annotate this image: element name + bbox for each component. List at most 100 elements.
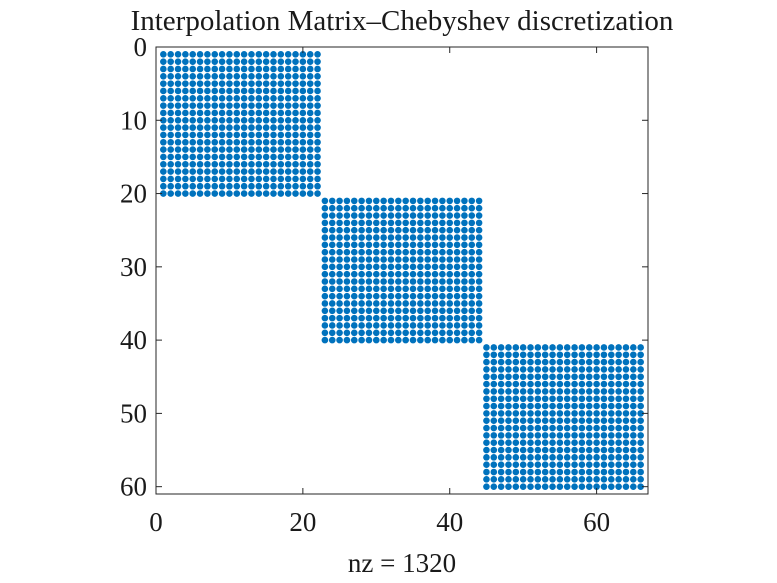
nonzero-marker-b2-r24-c34 [402,219,409,227]
nonzero-marker-b2-r38-c41 [453,322,461,329]
nonzero-marker-b3-r53-c66 [637,432,644,439]
nonzero-marker-b2-r31-c37 [424,270,432,278]
nonzero-marker-b3-r54-c53 [541,439,549,447]
nonzero-marker-b1-r17-c5 [189,168,197,175]
nonzero-marker-b2-r25-c32 [387,226,395,234]
nonzero-marker-b1-r11-c18 [284,124,292,131]
nonzero-marker-b2-r28-c30 [373,248,380,256]
nonzero-marker-b1-r18-c20 [299,175,307,183]
nonzero-marker-b1-r20-c11 [233,190,241,197]
nonzero-marker-b1-r19-c11 [233,182,241,190]
nonzero-marker-b2-r31-c27 [350,270,358,278]
nonzero-marker-b1-r10-c6 [196,116,204,124]
nonzero-marker-b3-r47-c56 [563,388,571,395]
nonzero-marker-b2-r36-c24 [328,307,336,315]
nonzero-marker-b2-r26-c40 [446,234,454,241]
nonzero-marker-b3-r43-c58 [578,358,586,366]
nonzero-marker-b2-r24-c39 [439,219,446,227]
nonzero-marker-b2-r22-c41 [453,204,461,212]
x-tick-label-40: 40 [436,507,463,537]
nonzero-marker-b2-r25-c41 [453,226,461,234]
nonzero-marker-b2-r30-c31 [380,263,387,271]
nonzero-marker-b1-r1-c3 [174,51,182,58]
nonzero-marker-b1-r2-c20 [299,58,307,65]
nonzero-marker-b1-r3-c11 [233,65,241,73]
nonzero-marker-b1-r16-c6 [196,160,204,168]
nonzero-marker-b3-r48-c61 [600,395,608,403]
nonzero-marker-b1-r2-c17 [277,58,285,65]
nonzero-marker-b1-r18-c19 [292,175,299,183]
nonzero-marker-b3-r58-c65 [630,468,637,476]
nonzero-marker-b2-r34-c43 [468,292,476,300]
nonzero-marker-b1-r1-c9 [218,51,226,58]
nonzero-marker-b2-r22-c37 [424,204,432,212]
nonzero-marker-b2-r27-c36 [417,241,424,249]
nonzero-marker-b1-r5-c4 [182,80,189,87]
nonzero-marker-b1-r20-c9 [218,190,226,197]
nonzero-marker-b3-r46-c45 [483,380,490,388]
nonzero-marker-b2-r35-c23 [321,300,329,307]
nonzero-marker-b1-r8-c4 [182,102,189,109]
nonzero-marker-b2-r37-c24 [328,314,336,322]
nonzero-marker-b3-r46-c49 [512,380,520,388]
x-tick-label-0: 0 [149,507,163,537]
nonzero-marker-b2-r35-c32 [387,300,395,307]
nonzero-marker-b3-r59-c60 [593,476,600,483]
nonzero-marker-b1-r1-c12 [240,51,248,58]
nonzero-marker-b2-r34-c37 [424,292,432,300]
nonzero-marker-b2-r22-c36 [417,204,424,212]
nonzero-marker-b2-r31-c34 [402,270,409,278]
nonzero-marker-b1-r19-c13 [248,182,255,190]
nonzero-marker-b3-r43-c51 [527,358,534,366]
chart-title: Interpolation Matrix–Chebyshev discretiz… [131,5,674,37]
nonzero-marker-b1-r8-c22 [314,102,321,109]
nonzero-marker-b2-r32-c33 [395,278,402,285]
nonzero-marker-b1-r10-c16 [270,116,277,124]
nonzero-marker-b1-r6-c17 [277,87,285,95]
nonzero-marker-b3-r54-c65 [630,439,637,447]
nonzero-marker-b2-r28-c29 [365,248,373,256]
nonzero-marker-b2-r34-c32 [387,292,395,300]
nonzero-marker-b3-r60-c51 [527,483,534,490]
nonzero-marker-b1-r19-c9 [218,182,226,190]
nonzero-marker-b1-r18-c18 [284,175,292,183]
nonzero-marker-b1-r9-c1 [160,109,167,117]
nonzero-marker-b1-r18-c16 [270,175,277,183]
nonzero-marker-b3-r47-c63 [615,388,622,395]
nonzero-marker-b1-r3-c7 [204,65,211,73]
nonzero-marker-b1-r9-c17 [277,109,285,117]
nonzero-marker-b2-r32-c28 [358,278,365,285]
nonzero-marker-b1-r1-c4 [182,51,189,58]
nonzero-marker-b2-r22-c29 [365,204,373,212]
nonzero-marker-b3-r52-c59 [585,424,593,432]
nonzero-marker-b3-r51-c49 [512,417,520,425]
nonzero-marker-b1-r6-c16 [270,87,277,95]
nonzero-marker-b2-r23-c35 [409,212,417,219]
nonzero-marker-b1-r11-c5 [189,124,197,131]
nonzero-marker-b1-r8-c12 [240,102,248,109]
nonzero-marker-b1-r17-c16 [270,168,277,175]
nonzero-marker-b2-r32-c25 [336,278,343,285]
nonzero-marker-b1-r12-c6 [196,131,204,139]
nonzero-marker-b1-r9-c15 [262,109,270,117]
nonzero-marker-b3-r60-c50 [519,483,527,490]
nonzero-marker-b3-r58-c47 [497,468,505,476]
nonzero-marker-b3-r48-c64 [622,395,630,403]
nonzero-marker-b3-r59-c59 [585,476,593,483]
nonzero-marker-b2-r28-c32 [387,248,395,256]
nonzero-marker-b3-r44-c59 [585,366,593,373]
nonzero-marker-b3-r60-c48 [505,483,512,490]
nonzero-marker-b3-r45-c59 [585,373,593,381]
nonzero-marker-b1-r5-c6 [196,80,204,87]
nonzero-marker-b1-r7-c15 [262,95,270,102]
nonzero-marker-b3-r44-c53 [541,366,549,373]
nonzero-marker-b1-r3-c6 [196,65,204,73]
nonzero-marker-b1-r9-c14 [255,109,263,117]
x-axis: 0 20 40 60 [149,47,610,537]
nonzero-marker-b1-r7-c11 [233,95,241,102]
nonzero-marker-b1-r10-c3 [174,116,182,124]
nonzero-marker-b1-r16-c19 [292,160,299,168]
nonzero-marker-b1-r18-c22 [314,175,321,183]
nonzero-marker-b3-r55-c61 [600,446,608,454]
nonzero-marker-b1-r14-c14 [255,146,263,153]
